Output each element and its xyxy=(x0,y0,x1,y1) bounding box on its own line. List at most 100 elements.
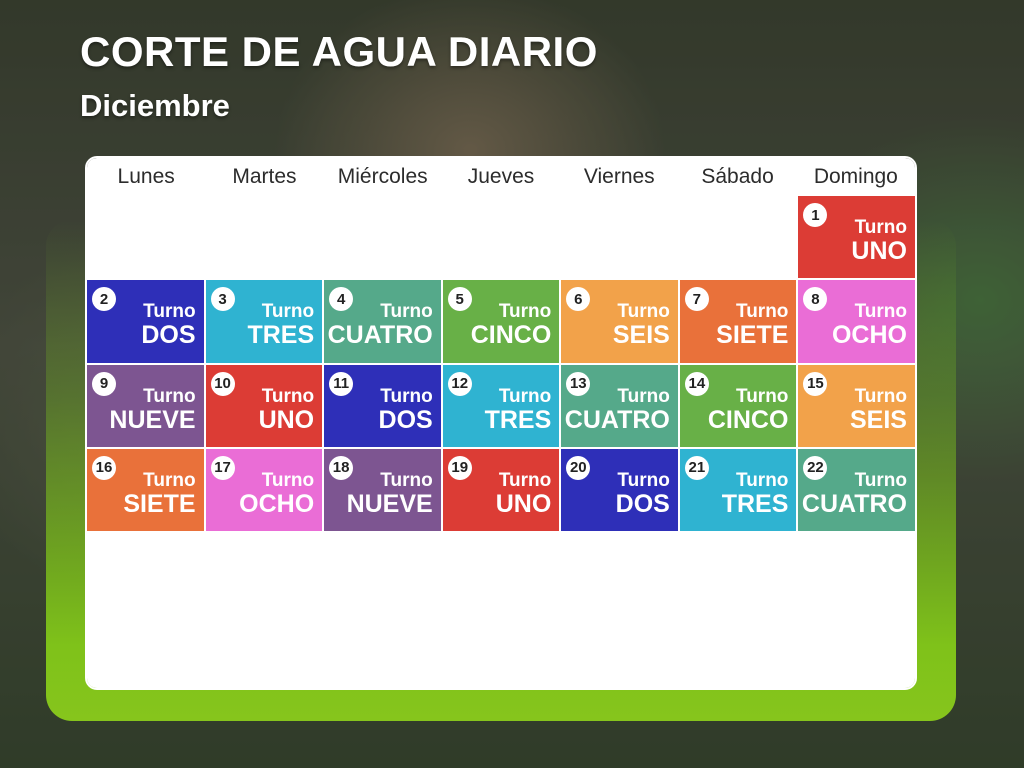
turno-number: CUATRO xyxy=(327,321,433,350)
turno-number: DOS xyxy=(378,405,433,434)
page-title: CORTE DE AGUA DIARIO xyxy=(80,28,598,75)
turno-label: Turno CINCO xyxy=(708,387,789,433)
turno-label: Turno NUEVE xyxy=(109,387,195,433)
day-number: 13 xyxy=(566,371,591,396)
turno-number: NUEVE xyxy=(109,405,196,434)
turno-number: DOS xyxy=(141,321,196,350)
turno-word: Turno xyxy=(617,385,670,407)
calendar-day-cell: 7 Turno SIETE xyxy=(679,280,797,363)
calendar-cell-empty xyxy=(442,196,560,279)
turno-number: CUATRO xyxy=(801,489,907,518)
turno-label: Turno DOS xyxy=(141,302,195,348)
turno-number: CINCO xyxy=(707,405,789,434)
calendar-day-cell: 8 Turno OCHO xyxy=(798,280,915,363)
turno-word: Turno xyxy=(261,301,315,323)
turno-label: Turno SEIS xyxy=(850,387,907,433)
turno-label: Turno CINCO xyxy=(471,302,552,348)
day-number: 12 xyxy=(447,371,472,396)
calendar-day-cell: 10 Turno UNO xyxy=(205,364,323,447)
day-number: 11 xyxy=(329,371,354,396)
calendar-day-cell: 2 Turno DOS xyxy=(87,280,204,363)
day-number: 9 xyxy=(92,371,116,396)
day-number: 10 xyxy=(210,371,235,396)
turno-number: OCHO xyxy=(831,321,907,350)
day-number: 7 xyxy=(684,287,709,312)
day-number: 15 xyxy=(803,371,828,396)
turno-label: Turno CUATRO xyxy=(802,471,907,517)
calendar-day-cell: 19 Turno UNO xyxy=(442,448,560,532)
turno-number: OCHO xyxy=(239,489,315,518)
calendar-cell-empty xyxy=(561,196,678,279)
calendar-day-cell: 20 Turno DOS xyxy=(561,448,678,532)
turno-word: Turno xyxy=(143,385,196,407)
turno-number: DOS xyxy=(615,489,670,518)
calendar-day-cell: 11 Turno DOS xyxy=(324,364,441,447)
turno-word: Turno xyxy=(261,385,315,407)
turno-word: Turno xyxy=(617,301,670,323)
calendar-day-cell: 3 Turno TRES xyxy=(205,280,323,363)
turno-word: Turno xyxy=(498,385,552,407)
day-number: 2 xyxy=(92,287,116,312)
turno-number: SEIS xyxy=(612,321,670,350)
weekday-label: Viernes xyxy=(583,165,655,188)
day-number: 8 xyxy=(803,287,828,312)
day-number: 1 xyxy=(803,203,828,227)
weekday-label: Domingo xyxy=(813,165,898,188)
turno-label: Turno CUATRO xyxy=(565,387,670,433)
weekday-label: Sábado xyxy=(701,165,774,188)
weekday-label: Miércoles xyxy=(337,165,428,188)
turno-label: Turno UNO xyxy=(496,471,552,517)
weekday-label: Lunes xyxy=(117,165,175,188)
calendar-day-cell: 17 Turno OCHO xyxy=(205,448,323,532)
turno-number: CUATRO xyxy=(564,405,670,434)
calendar-day-cell: 9 Turno NUEVE xyxy=(87,364,204,447)
calendar-day-cell: 13 Turno CUATRO xyxy=(561,364,678,447)
day-number: 18 xyxy=(329,455,354,480)
turno-word: Turno xyxy=(854,385,907,407)
calendar-day-cell: 22 Turno CUATRO xyxy=(798,448,915,532)
turno-word: Turno xyxy=(854,469,907,491)
turno-word: Turno xyxy=(143,469,196,491)
turno-label: Turno SEIS xyxy=(613,302,670,348)
turno-label: Turno TRES xyxy=(485,387,552,433)
turno-label: Turno OCHO xyxy=(239,471,314,517)
calendar-grid: 1 Turno UNO 2 Turno DOS 3 Turno TRES 4 Turno CUATRO… xyxy=(87,196,915,688)
turno-word: Turno xyxy=(498,469,552,491)
turno-number: NUEVE xyxy=(346,489,433,518)
turno-number: SEIS xyxy=(850,405,907,434)
page-subtitle: Diciembre xyxy=(80,88,230,123)
turno-number: SIETE xyxy=(123,489,196,518)
turno-word: Turno xyxy=(736,385,789,407)
calendar: Lunes Martes Miércoles Jueves Viernes Sá… xyxy=(85,156,917,690)
turno-word: Turno xyxy=(498,301,552,323)
calendar-day-cell: 21 Turno TRES xyxy=(679,448,797,532)
turno-number: UNO xyxy=(495,489,552,518)
day-number: 6 xyxy=(566,287,591,312)
calendar-day-cell: 6 Turno SEIS xyxy=(561,280,678,363)
calendar-day-cell: 1 Turno UNO xyxy=(798,196,915,279)
turno-number: UNO xyxy=(851,237,907,265)
day-number: 5 xyxy=(447,287,472,312)
turno-word: Turno xyxy=(854,217,907,238)
turno-label: Turno CUATRO xyxy=(328,302,433,348)
turno-word: Turno xyxy=(380,469,433,491)
weekday-label: Martes xyxy=(232,165,297,188)
day-number: 4 xyxy=(329,287,354,312)
calendar-cell-empty xyxy=(679,196,797,279)
turno-number: SIETE xyxy=(716,321,789,350)
calendar-day-cell: 12 Turno TRES xyxy=(442,364,560,447)
turno-label: Turno OCHO xyxy=(832,302,907,348)
day-number: 20 xyxy=(566,455,591,480)
turno-word: Turno xyxy=(736,469,789,491)
calendar-day-cell: 15 Turno SEIS xyxy=(798,364,915,447)
turno-word: Turno xyxy=(617,469,670,491)
calendar-day-cell: 4 Turno CUATRO xyxy=(324,280,441,363)
turno-number: TRES xyxy=(484,405,552,434)
turno-label: Turno SIETE xyxy=(123,471,195,517)
turno-label: Turno DOS xyxy=(616,471,670,517)
turno-word: Turno xyxy=(380,385,433,407)
weekday-header: Lunes Martes Miércoles Jueves Viernes Sá… xyxy=(87,158,915,196)
turno-number: TRES xyxy=(247,321,315,350)
day-number: 19 xyxy=(447,455,472,480)
turno-number: UNO xyxy=(258,405,315,434)
